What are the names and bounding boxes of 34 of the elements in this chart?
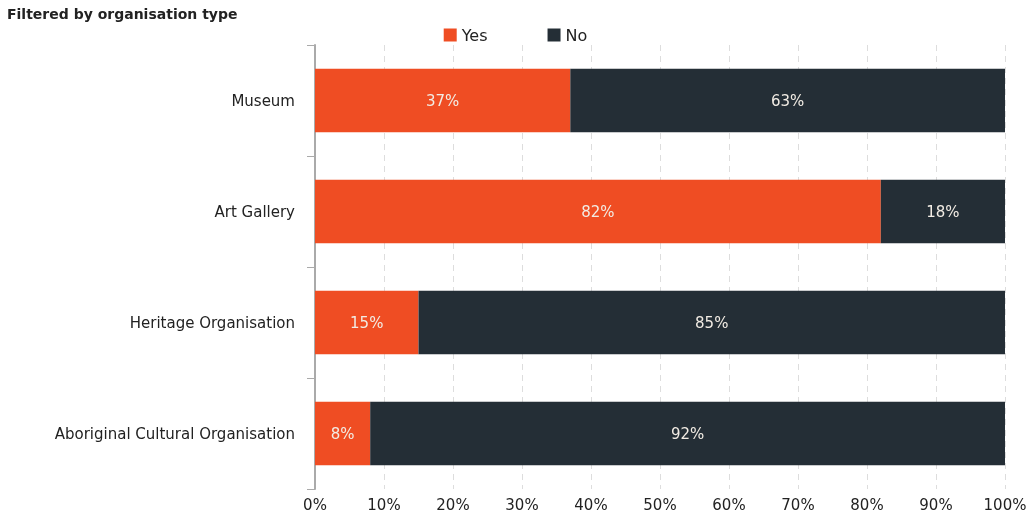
data-label: 37%	[425, 91, 460, 110]
x-tick-label: 0%	[303, 495, 327, 514]
x-tick-label: 80%	[850, 495, 884, 514]
data-label: 82%	[581, 202, 615, 221]
x-tick-label: 100%	[983, 495, 1027, 514]
text: Filtered by organisation type	[7, 6, 238, 22]
x-tick-label: 30%	[505, 495, 539, 514]
x-tick-label: 20%	[436, 495, 470, 514]
x-tick-label: 10%	[367, 495, 401, 514]
bar	[418, 290, 1005, 355]
x-tick-label: 60%	[712, 495, 746, 514]
data-label: 8%	[330, 424, 355, 443]
bar	[315, 290, 419, 355]
bar	[570, 68, 1005, 133]
bar	[315, 401, 371, 466]
x-tick-label: 50%	[643, 495, 677, 514]
bar	[370, 401, 1005, 466]
bar	[880, 179, 1005, 244]
y-tick-label: Aboriginal Cultural Organisation	[54, 424, 295, 443]
data-label: 85%	[695, 313, 729, 332]
bar	[315, 68, 571, 133]
data-label: 18%	[926, 202, 960, 221]
data-label: 92%	[670, 424, 705, 443]
x-tick-label: 70%	[781, 495, 815, 514]
data-label: 63%	[770, 91, 805, 110]
y-tick-label: Museum	[231, 91, 295, 110]
y-tick-label: Heritage Organisation	[129, 313, 295, 332]
x-tick-label: 40%	[574, 495, 608, 514]
data-label: 15%	[350, 313, 384, 332]
bar	[315, 179, 881, 244]
legend-label: No	[565, 25, 588, 45]
legend-label: Yes	[460, 25, 488, 45]
y-tick-label: Art Gallery	[214, 202, 296, 221]
x-tick-label: 90%	[919, 495, 953, 514]
